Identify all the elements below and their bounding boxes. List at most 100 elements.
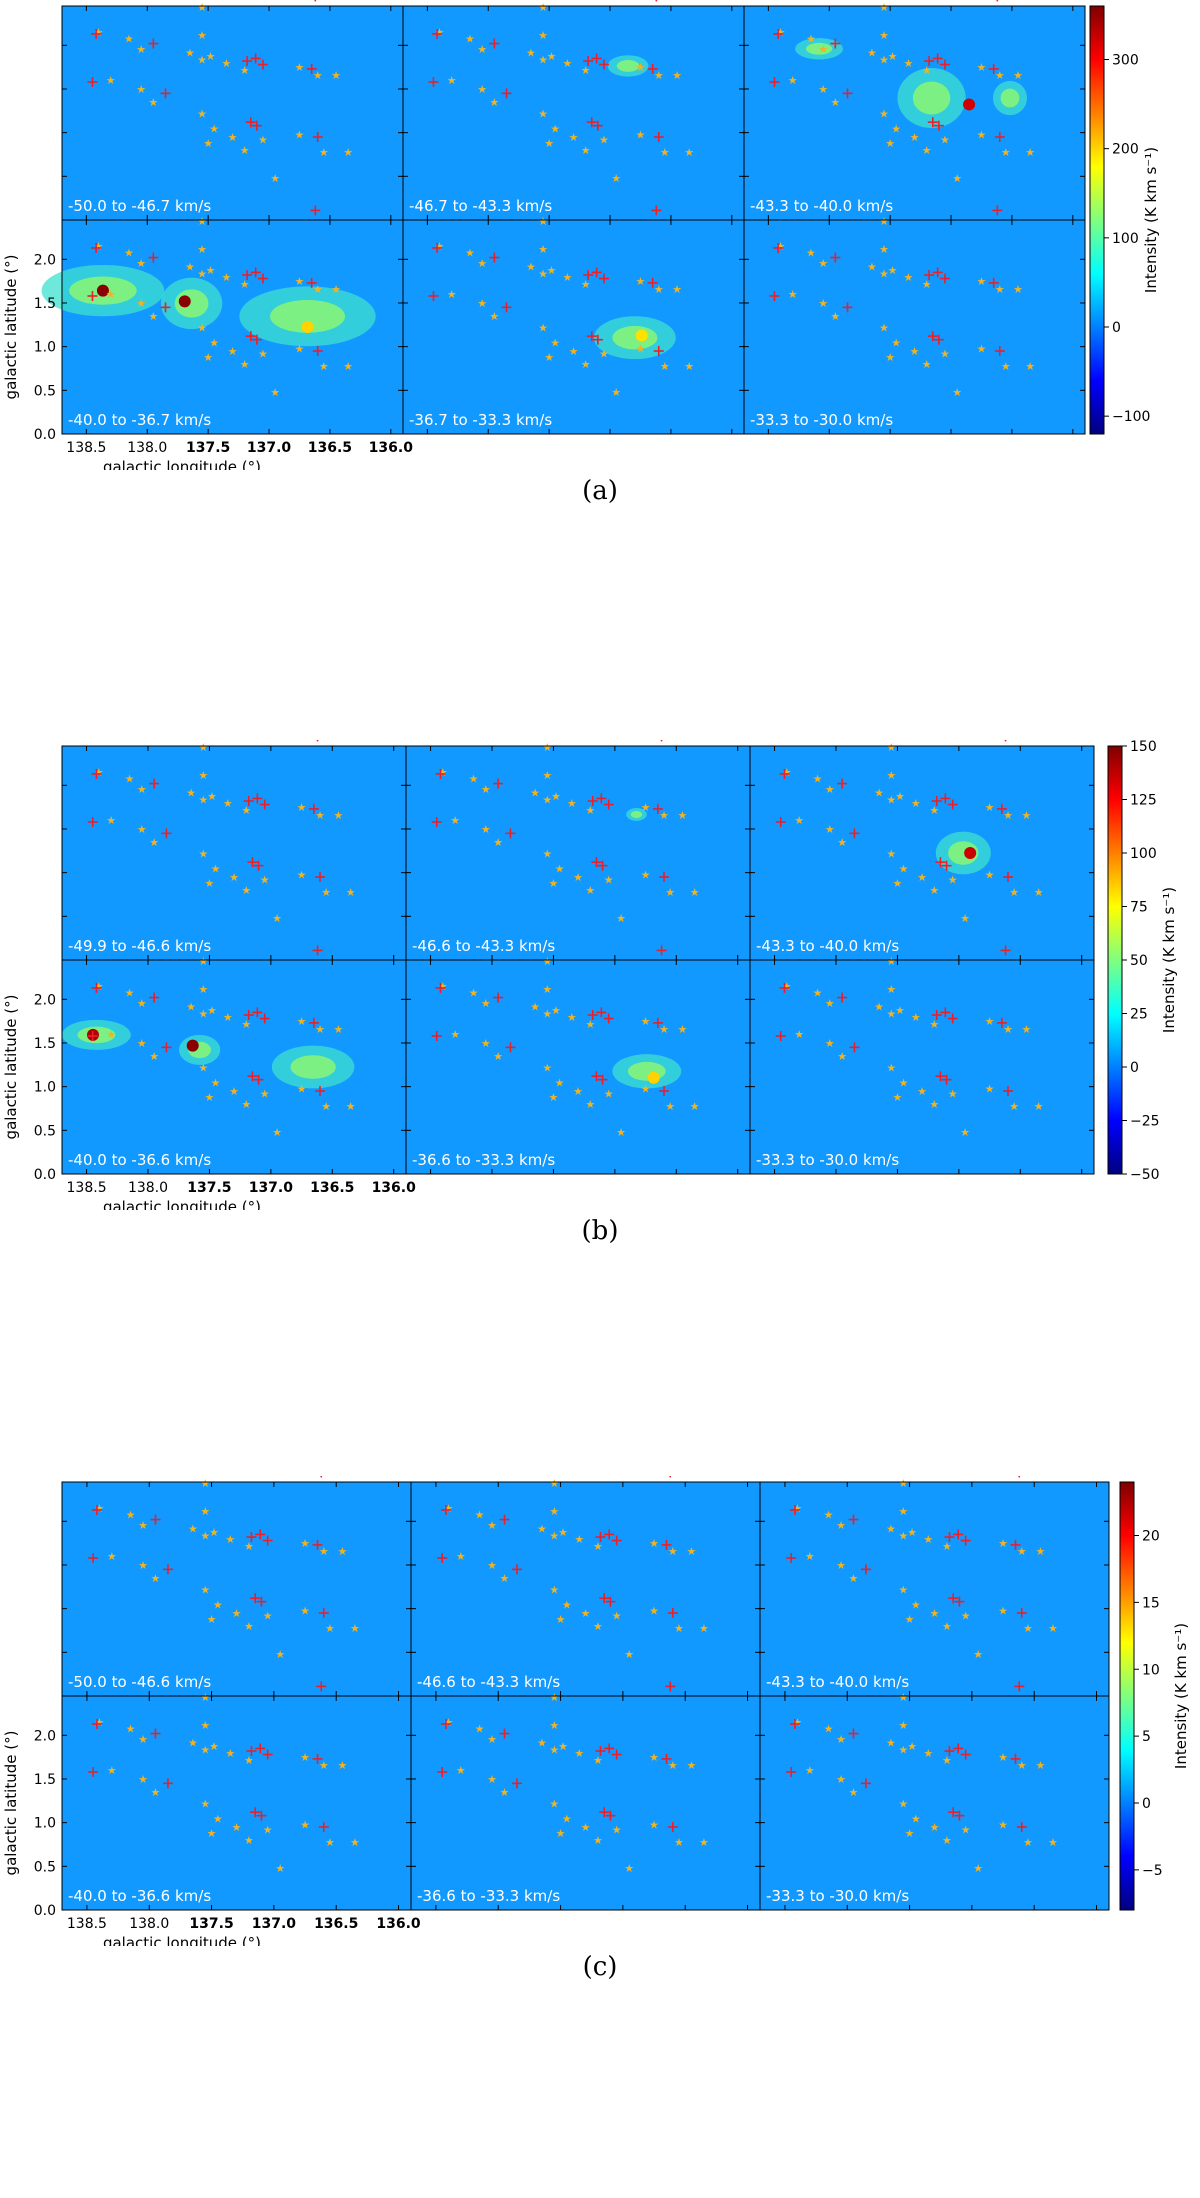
velocity-label: -43.3 to -40.0 km/s: [766, 1673, 909, 1691]
colorbar-tick-label: 20: [1142, 1529, 1160, 1545]
star-marker: ★: [338, 1545, 348, 1558]
colorbar-tick-label: −5: [1142, 1863, 1163, 1879]
star-marker: ★: [477, 83, 487, 96]
star-marker: ★: [824, 1722, 834, 1735]
star-marker: ★: [207, 790, 217, 803]
source-marker: [596, 1007, 607, 1018]
star-marker: ★: [1021, 809, 1031, 822]
star-marker: ★: [892, 877, 902, 890]
star-marker: ★: [542, 769, 552, 782]
star-marker: ★: [1048, 1622, 1058, 1635]
source-marker: [493, 778, 504, 789]
source-marker: [661, 1753, 672, 1764]
star-marker: ★: [837, 836, 847, 849]
star-marker: ★: [295, 128, 305, 141]
colorbar-tick-label: 100: [1112, 231, 1139, 247]
star-marker: ★: [805, 1550, 815, 1563]
star-marker: ★: [456, 1550, 466, 1563]
star-marker: ★: [346, 1100, 356, 1113]
star-marker: ★: [94, 1716, 104, 1729]
star-marker: ★: [207, 1004, 217, 1017]
star-marker: ★: [830, 310, 840, 323]
star-marker: ★: [197, 1, 207, 14]
colorbar: 20 15 10 5 0 −5 Intensity (K km s⁻¹): [1119, 1481, 1190, 1911]
colorbar-tick-label: 300: [1112, 53, 1139, 69]
star-marker: ★: [825, 823, 835, 836]
source-marker: [599, 1807, 610, 1818]
star-marker: ★: [200, 1583, 210, 1596]
star-marker: ★: [794, 814, 804, 827]
star-marker: ★: [825, 1037, 835, 1050]
star-marker: ★: [198, 1061, 208, 1074]
star-marker: ★: [573, 1085, 583, 1098]
source-marker: [848, 1728, 859, 1739]
star-marker: ★: [295, 61, 305, 74]
x-tick-label: 137.0: [252, 1916, 297, 1932]
star-marker: ★: [538, 321, 548, 334]
star-marker: ★: [272, 912, 282, 925]
star-marker: ★: [1023, 1622, 1033, 1635]
star-marker: ★: [886, 847, 896, 860]
emission-peak: [635, 329, 648, 342]
star-marker: ★: [585, 1018, 595, 1031]
source-marker: [91, 982, 102, 993]
star-marker: ★: [186, 786, 196, 799]
y-tick-label: 1.0: [34, 1816, 56, 1832]
source-marker: [996, 1017, 1007, 1028]
star-marker: ★: [636, 128, 646, 141]
source-marker: [786, 1552, 797, 1563]
star-marker: ★: [1003, 809, 1013, 822]
star-marker: ★: [687, 1759, 697, 1772]
source-marker: [669, 1476, 672, 1478]
y-tick-label: 1.0: [34, 1080, 56, 1096]
star-marker: ★: [699, 1622, 709, 1635]
source-marker: [779, 982, 790, 993]
panel-background: [406, 960, 750, 1174]
star-marker: ★: [548, 877, 558, 890]
star-marker: ★: [1017, 1545, 1027, 1558]
source-marker: [779, 768, 790, 779]
y-tick-label: 2.0: [34, 992, 56, 1008]
velocity-panel: ★ ★★ ★★★★★ ★★ ★★★★★★★★★★★★★ ★★★-50.0 to -46.7…: [61, 0, 404, 221]
star-marker: ★: [879, 107, 889, 120]
star-marker: ★: [659, 809, 669, 822]
source-marker: [611, 1749, 622, 1760]
source-marker: [432, 242, 443, 253]
source-marker: [243, 796, 254, 807]
source-marker: [440, 1504, 451, 1515]
source-marker: [604, 1743, 615, 1754]
source-marker: [1003, 1086, 1013, 1097]
star-marker: ★: [136, 83, 146, 96]
star-marker: ★: [213, 1812, 223, 1825]
star-marker: ★: [260, 1088, 270, 1101]
velocity-label: -36.6 to -33.3 km/s: [417, 1887, 560, 1905]
panel-grid: ★ ★★ ★★★★★ ★★ ★★★★★★★★★★★★★ ★★★-50.0 to -46.6…: [2, 1476, 1110, 1946]
star-marker: ★: [867, 260, 877, 273]
star-marker: ★: [952, 172, 962, 185]
star-marker: ★: [995, 283, 1005, 296]
source-marker: [314, 0, 317, 2]
emission-core: [627, 1061, 666, 1081]
source-marker: [315, 1086, 325, 1097]
velocity-panel: ★ ★★ ★★★★★ ★★ ★★★★★★★★★★★★★ ★★★-46.6 to -43.3…: [405, 740, 751, 961]
star-marker: ★: [137, 823, 147, 836]
caption-c: (c): [582, 1952, 618, 1982]
star-marker: ★: [300, 1604, 310, 1617]
star-marker: ★: [94, 26, 104, 39]
star-marker: ★: [690, 1100, 700, 1113]
source-marker: [501, 88, 512, 99]
star-marker: ★: [995, 69, 1005, 82]
source-marker: [435, 768, 446, 779]
source-marker: [256, 1596, 267, 1607]
star-marker: ★: [558, 1526, 568, 1539]
source-marker: [1010, 1539, 1021, 1550]
star-marker: ★: [892, 1091, 902, 1104]
star-marker: ★: [574, 1747, 584, 1760]
velocity-label: -43.3 to -40.0 km/s: [750, 197, 893, 215]
star-marker: ★: [624, 1862, 634, 1875]
x-tick-label: 137.5: [189, 1916, 233, 1932]
source-marker: [255, 1743, 266, 1754]
x-tick-label: 136.0: [372, 1180, 417, 1196]
y-axis-label: galactic latitude (°): [2, 995, 20, 1140]
star-marker: ★: [911, 1598, 921, 1611]
